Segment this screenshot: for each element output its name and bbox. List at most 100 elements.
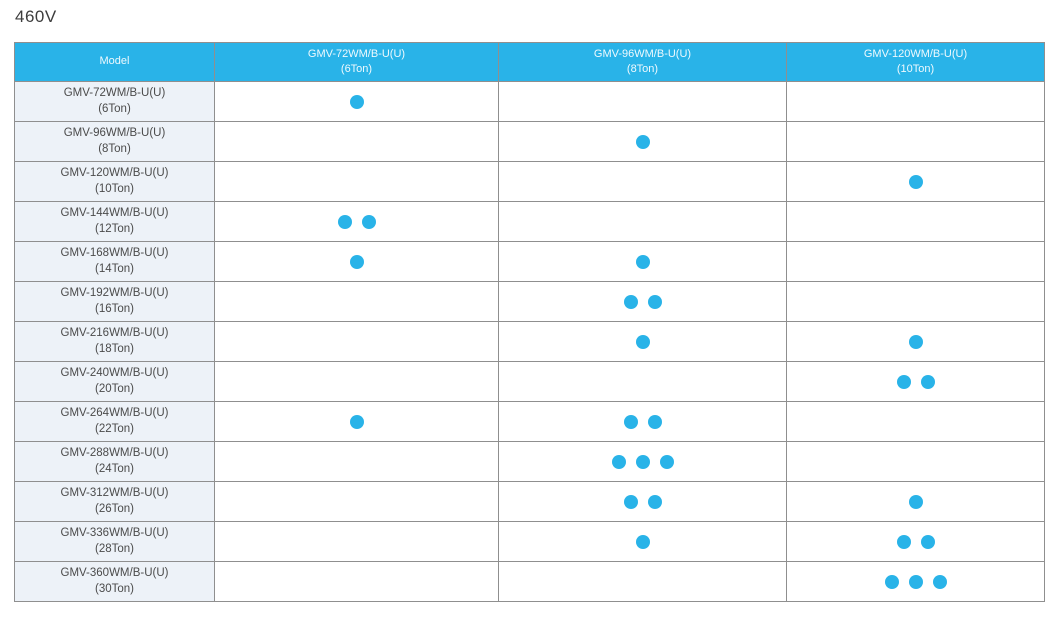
model-cell: GMV-168WM/B-U(U) (14Ton) xyxy=(15,242,214,281)
combination-cell xyxy=(214,282,498,321)
column-header-model: Model xyxy=(15,43,214,81)
combination-cell xyxy=(498,362,786,401)
table-row: GMV-192WM/B-U(U) (16Ton) xyxy=(15,281,1044,321)
module-dot xyxy=(908,334,923,349)
model-name: GMV-312WM/B-U(U) xyxy=(60,486,169,499)
combination-cell xyxy=(214,82,498,121)
model-name: GMV-288WM/B-U(U) xyxy=(60,446,169,459)
column-header-label: Model xyxy=(99,55,130,68)
combination-cell xyxy=(214,402,498,441)
table-row: GMV-264WM/B-U(U) (22Ton) xyxy=(15,401,1044,441)
combination-cell xyxy=(786,282,1044,321)
model-capacity: (22Ton) xyxy=(95,422,134,435)
combination-cell xyxy=(786,362,1044,401)
model-name: GMV-168WM/B-U(U) xyxy=(60,246,169,259)
model-cell: GMV-96WM/B-U(U) (8Ton) xyxy=(15,122,214,161)
model-capacity: (10Ton) xyxy=(95,182,134,195)
module-dot xyxy=(349,94,364,109)
model-name: GMV-216WM/B-U(U) xyxy=(60,326,169,339)
column-header-6ton: GMV-72WM/B-U(U) (6Ton) xyxy=(214,43,498,81)
model-capacity: (18Ton) xyxy=(95,342,134,355)
model-capacity: (26Ton) xyxy=(95,502,134,515)
model-cell: GMV-336WM/B-U(U) (28Ton) xyxy=(15,522,214,561)
model-name: GMV-120WM/B-U(U) xyxy=(60,166,169,179)
combination-cell xyxy=(214,202,498,241)
module-dot xyxy=(932,574,947,589)
model-cell: GMV-264WM/B-U(U) (22Ton) xyxy=(15,402,214,441)
combination-cell xyxy=(214,122,498,161)
combination-cell xyxy=(498,482,786,521)
table-row: GMV-336WM/B-U(U) (28Ton) xyxy=(15,521,1044,561)
column-header-capacity: (10Ton) xyxy=(896,63,935,75)
combination-cell xyxy=(498,322,786,361)
table-row: GMV-216WM/B-U(U) (18Ton) xyxy=(15,321,1044,361)
model-capacity: (24Ton) xyxy=(95,462,134,475)
model-capacity: (6Ton) xyxy=(98,102,131,115)
module-dot xyxy=(647,294,662,309)
model-capacity: (28Ton) xyxy=(95,542,134,555)
module-dot xyxy=(623,414,638,429)
model-cell: GMV-288WM/B-U(U) (24Ton) xyxy=(15,442,214,481)
column-header-label: GMV-120WM/B-U(U) xyxy=(863,47,968,60)
table-row: GMV-144WM/B-U(U) (12Ton) xyxy=(15,201,1044,241)
module-dot xyxy=(361,214,376,229)
combination-cell xyxy=(786,322,1044,361)
model-capacity: (14Ton) xyxy=(95,262,134,275)
combination-cell xyxy=(786,202,1044,241)
model-cell: GMV-360WM/B-U(U) (30Ton) xyxy=(15,562,214,601)
column-header-label: GMV-72WM/B-U(U) xyxy=(307,47,406,60)
model-cell: GMV-216WM/B-U(U) (18Ton) xyxy=(15,322,214,361)
column-header-capacity: (8Ton) xyxy=(626,63,659,75)
model-cell: GMV-120WM/B-U(U) (10Ton) xyxy=(15,162,214,201)
combination-cell xyxy=(786,122,1044,161)
combination-cell xyxy=(498,202,786,241)
module-dot xyxy=(647,494,662,509)
module-dot xyxy=(908,574,923,589)
model-name: GMV-192WM/B-U(U) xyxy=(60,286,169,299)
model-cell: GMV-312WM/B-U(U) (26Ton) xyxy=(15,482,214,521)
model-name: GMV-360WM/B-U(U) xyxy=(60,566,169,579)
model-capacity: (12Ton) xyxy=(95,222,134,235)
module-dot xyxy=(659,454,674,469)
table-header-row: Model GMV-72WM/B-U(U) (6Ton) GMV-96WM/B-U(U… xyxy=(15,43,1044,81)
module-dot xyxy=(908,174,923,189)
column-header-8ton: GMV-96WM/B-U(U) (8Ton) xyxy=(498,43,786,81)
combination-cell xyxy=(214,242,498,281)
combination-cell xyxy=(214,322,498,361)
combination-cell xyxy=(214,362,498,401)
table-row: GMV-312WM/B-U(U) (26Ton) xyxy=(15,481,1044,521)
model-name: GMV-96WM/B-U(U) xyxy=(63,126,166,139)
model-cell: GMV-192WM/B-U(U) (16Ton) xyxy=(15,282,214,321)
module-dot xyxy=(635,454,650,469)
combination-cell xyxy=(498,282,786,321)
module-dot xyxy=(635,334,650,349)
module-dot xyxy=(635,534,650,549)
model-name: GMV-240WM/B-U(U) xyxy=(60,366,169,379)
module-dot xyxy=(635,134,650,149)
table-row: GMV-360WM/B-U(U) (30Ton) xyxy=(15,561,1044,601)
model-name: GMV-144WM/B-U(U) xyxy=(60,206,169,219)
module-dot xyxy=(884,574,899,589)
model-capacity: (30Ton) xyxy=(95,582,134,595)
combination-cell xyxy=(786,402,1044,441)
combination-cell xyxy=(214,162,498,201)
column-header-10ton: GMV-120WM/B-U(U) (10Ton) xyxy=(786,43,1044,81)
model-capacity: (16Ton) xyxy=(95,302,134,315)
module-dot xyxy=(623,494,638,509)
table-row: GMV-288WM/B-U(U) (24Ton) xyxy=(15,441,1044,481)
combination-cell xyxy=(786,482,1044,521)
model-capacity: (20Ton) xyxy=(95,382,134,395)
table-row: GMV-168WM/B-U(U) (14Ton) xyxy=(15,241,1044,281)
combination-cell xyxy=(786,522,1044,561)
module-dot xyxy=(611,454,626,469)
combination-cell xyxy=(786,442,1044,481)
combination-cell xyxy=(214,562,498,601)
model-cell: GMV-144WM/B-U(U) (12Ton) xyxy=(15,202,214,241)
page-title: 460V xyxy=(15,7,57,26)
combination-table: Model GMV-72WM/B-U(U) (6Ton) GMV-96WM/B-U(U… xyxy=(14,42,1045,602)
combination-cell xyxy=(498,242,786,281)
combination-cell xyxy=(498,82,786,121)
combination-cell xyxy=(498,562,786,601)
module-dot xyxy=(635,254,650,269)
